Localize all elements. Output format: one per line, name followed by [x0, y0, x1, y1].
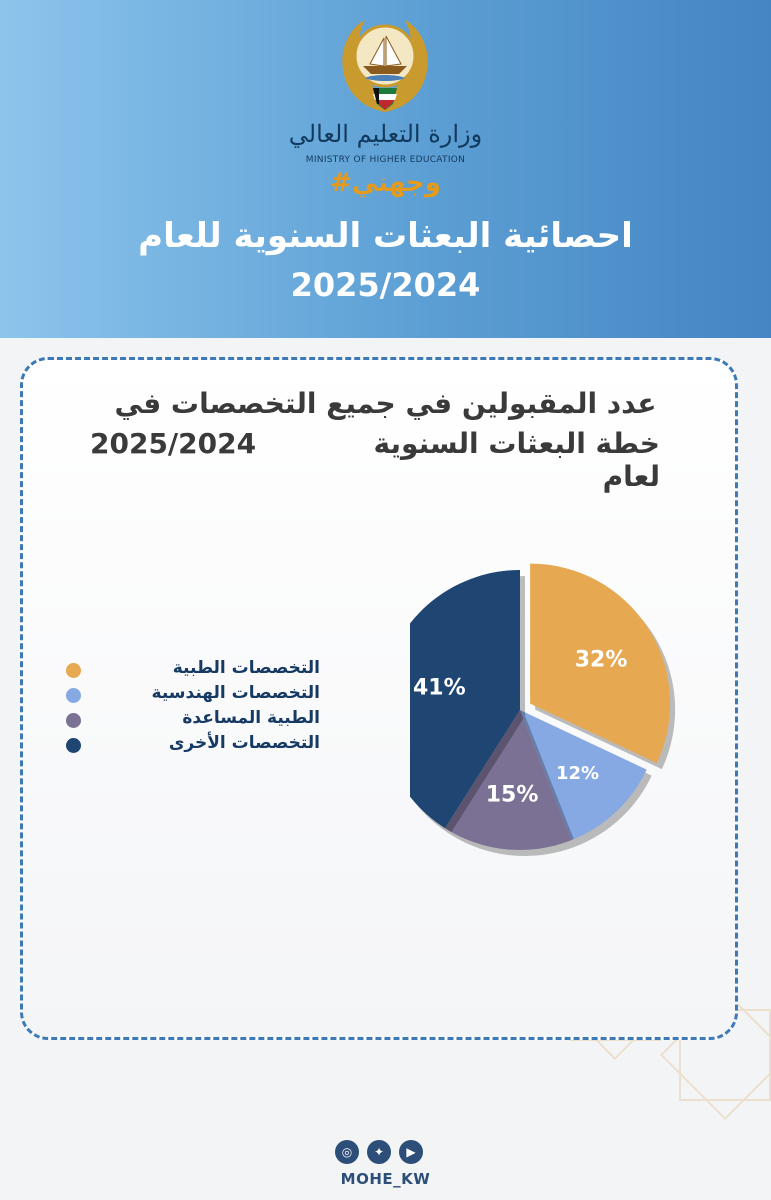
ministry-name-english: MINISTRY OF HIGHER EDUCATION: [305, 155, 466, 165]
legend-swatch-engineering: [66, 688, 81, 703]
chart-subtitle-line2-year: 2025/2024: [90, 427, 257, 460]
slice-label-other: 41%: [413, 676, 466, 701]
slice-allied-medical: [444, 710, 572, 850]
hashtag: #وجهني: [330, 168, 441, 198]
slice-label-allied-medical: 15%: [486, 783, 539, 808]
slice-engineering: [520, 710, 647, 841]
chart-subtitle-line1: عدد المقبولين في جميع التخصصات في: [114, 387, 657, 420]
slice-medical: [530, 563, 671, 764]
slice-label-medical: 32%: [575, 648, 628, 673]
legend-label-allied-medical: الطبية المساعدة: [182, 708, 320, 728]
legend-label-engineering: التخصصات الهندسية: [151, 683, 320, 703]
slice-label-engineering: 12%: [556, 763, 599, 784]
legend-swatch-medical: [66, 663, 81, 678]
twitter-icon[interactable]: ✦: [367, 1140, 391, 1164]
youtube-icon[interactable]: ▶: [399, 1140, 423, 1164]
instagram-icon[interactable]: ◎: [335, 1140, 359, 1164]
legend-label-medical: التخصصات الطبية: [172, 658, 320, 678]
header-banner: وزارة التعليم العالي MINISTRY OF HIGHER …: [0, 0, 771, 338]
ministry-name-arabic: وزارة التعليم العالي: [288, 120, 483, 148]
page-title-line2: 2025/2024: [290, 266, 481, 304]
chart-subtitle-line2-text: خطة البعثات السنوية لعام: [373, 427, 660, 493]
legend-item-allied-medical: الطبية المساعدة: [60, 708, 320, 733]
social-handle: MOHE_KW: [340, 1170, 431, 1188]
legend-swatch-allied-medical: [66, 713, 81, 728]
kuwait-emblem-icon: [342, 20, 428, 112]
legend-item-other: التخصصات الأخرى: [60, 733, 320, 758]
slice-other: [410, 570, 520, 829]
legend-item-engineering: التخصصات الهندسية: [60, 683, 320, 708]
legend-label-other: التخصصات الأخرى: [168, 733, 320, 753]
legend-swatch-other: [66, 738, 81, 753]
pie-chart: 32% 12% 15% 41%: [410, 563, 676, 856]
legend-item-medical: التخصصات الطبية: [60, 658, 320, 683]
chart-legend: التخصصات الطبية التخصصات الهندسية الطبية…: [60, 658, 320, 758]
page-title-line1: احصائية البعثات السنوية للعام: [138, 216, 633, 256]
